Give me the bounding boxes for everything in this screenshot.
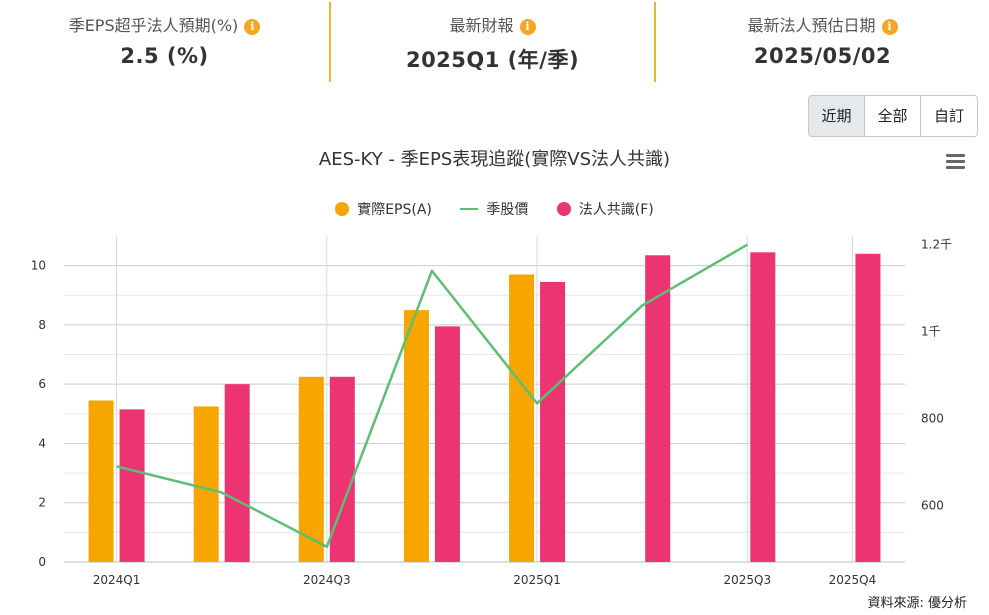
bar-consensus-eps xyxy=(434,326,460,562)
range-recent-button[interactable]: 近期 xyxy=(809,96,865,136)
divider xyxy=(329,2,331,82)
bar-consensus-eps xyxy=(224,384,250,562)
x-tick-label: 2024Q3 xyxy=(303,573,351,587)
legend-dot-icon xyxy=(556,202,571,216)
range-custom-button[interactable]: 自訂 xyxy=(921,96,977,136)
price-line xyxy=(116,243,748,549)
bar-consensus-eps xyxy=(540,281,566,562)
y-left-tick-label: 10 xyxy=(31,259,46,273)
stat-latest-report: 最新財報 i 2025Q1 (年/季) xyxy=(331,0,654,84)
legend-item-price[interactable]: 季股價 xyxy=(460,199,528,219)
y-right-tick-label: 1千 xyxy=(921,325,941,339)
bar-actual-eps xyxy=(509,274,535,562)
y-right-tick-label: 800 xyxy=(921,412,944,426)
bar-consensus-eps xyxy=(750,252,776,563)
bar-actual-eps xyxy=(88,400,114,562)
x-tick-label: 2025Q3 xyxy=(724,573,772,587)
legend-label: 實際EPS(A) xyxy=(357,202,432,218)
data-source: 資料來源: 優分析 xyxy=(867,596,967,611)
y-right-tick-label: 1.2千 xyxy=(921,238,952,252)
x-tick-label: 2024Q1 xyxy=(93,573,141,587)
stat-label: 最新法人預估日期 xyxy=(747,16,876,35)
info-icon[interactable]: i xyxy=(244,19,261,35)
range-selector: 近期 全部 自訂 xyxy=(808,95,978,137)
stat-label: 最新財報 xyxy=(449,16,514,35)
x-tick-label: 2025Q4 xyxy=(829,573,877,587)
chart-legend: 實際EPS(A) 季股價 法人共識(F) xyxy=(0,199,989,219)
stat-value: 2025Q1 (年/季) xyxy=(405,48,580,72)
info-icon[interactable]: i xyxy=(519,19,536,35)
stat-value: 2.5 (%) xyxy=(120,44,209,68)
y-left-tick-label: 2 xyxy=(38,496,46,510)
legend-item-actual-eps[interactable]: 實際EPS(A) xyxy=(335,199,432,219)
bar-consensus-eps xyxy=(329,376,355,562)
hamburger-menu-icon[interactable] xyxy=(946,154,965,170)
y-left-tick-label: 6 xyxy=(38,377,46,391)
y-left-tick-label: 4 xyxy=(38,436,46,450)
y-left-tick-label: 8 xyxy=(38,318,46,332)
legend-item-consensus[interactable]: 法人共識(F) xyxy=(556,199,654,219)
legend-dot-icon xyxy=(335,202,350,216)
stats-bar: 季EPS超乎法人預期(%) i 2.5 (%) 最新財報 i 2025Q1 (年/季… xyxy=(0,0,989,84)
y-right-tick-label: 600 xyxy=(921,498,944,512)
legend-line-icon xyxy=(460,208,479,210)
bar-actual-eps xyxy=(193,406,219,562)
divider xyxy=(654,2,656,82)
info-icon[interactable]: i xyxy=(881,19,898,35)
y-left-tick-label: 0 xyxy=(38,555,46,569)
chart-title: AES-KY - 季EPS表現追蹤(實際VS法人共識) xyxy=(318,149,671,170)
x-tick-label: 2025Q1 xyxy=(513,573,561,587)
bar-consensus-eps xyxy=(855,253,881,563)
legend-label: 法人共識(F) xyxy=(578,202,654,218)
bar-actual-eps xyxy=(403,310,429,562)
legend-label: 季股價 xyxy=(486,202,529,218)
stat-latest-estimate-date: 最新法人預估日期 i 2025/05/02 xyxy=(656,0,989,84)
bar-actual-eps xyxy=(298,376,324,562)
stat-value: 2025/05/02 xyxy=(753,44,892,68)
bar-consensus-eps xyxy=(645,255,671,562)
stat-label: 季EPS超乎法人預期(%) xyxy=(68,16,239,35)
range-all-button[interactable]: 全部 xyxy=(865,96,921,136)
stat-eps-surprise: 季EPS超乎法人預期(%) i 2.5 (%) xyxy=(0,0,329,84)
bar-consensus-eps xyxy=(119,409,145,562)
